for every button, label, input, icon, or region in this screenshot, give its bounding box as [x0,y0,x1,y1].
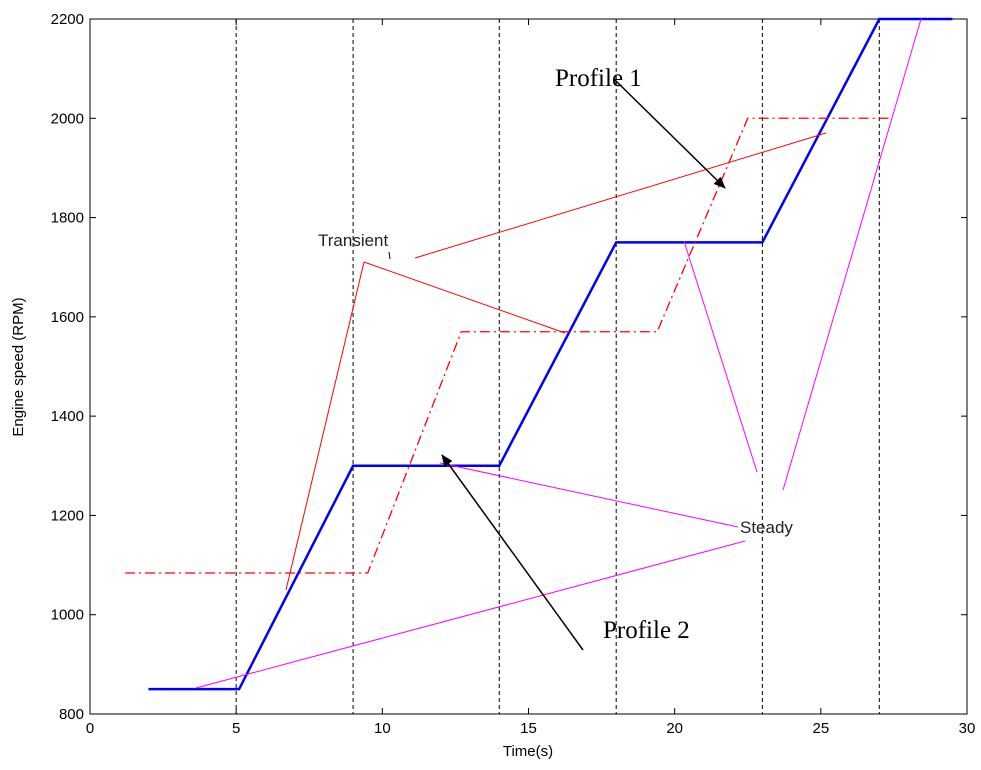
x-tick-label: 25 [812,720,829,737]
x-tick-label: 15 [520,720,537,737]
annotation: Steady [740,518,793,537]
y-tick-label: 2200 [51,11,84,28]
x-tick-label: 10 [374,720,391,737]
y-tick-label: 1800 [51,210,84,227]
plot [125,17,953,714]
y-tick-label: 1600 [51,309,84,326]
x-tick-label: 0 [86,720,94,737]
profile-arrow [614,79,726,189]
steady-leader [782,18,922,491]
x-tick-label: 20 [666,720,683,737]
annotation: Profile 2 [603,617,690,644]
series-line [125,117,891,574]
y-tick-label: 2000 [51,110,84,127]
annotation: Profile 1 [555,65,642,92]
y-tick-label: 800 [59,706,84,723]
annotation: Transient [318,231,389,250]
text-cursor [388,251,391,260]
transient-leader [363,261,566,334]
y-tick-label: 1000 [51,607,84,624]
transient-leader [285,261,365,591]
steady-leader [683,240,758,473]
transient-leader [414,132,827,259]
plot-area [89,18,968,715]
profile-arrow [441,454,584,651]
y-tick-label: 1200 [51,507,84,524]
annotation-lines [195,18,922,689]
y-axis-label: Engine speed (RPM) [10,297,27,436]
x-tick-label: 5 [232,720,240,737]
x-tick-label: 30 [959,720,976,737]
steady-leader [439,462,739,528]
y-tick-label: 1400 [51,408,84,425]
series-line [148,17,953,691]
x-axis-label: Time(s) [503,743,553,760]
steady-leader [195,540,746,689]
